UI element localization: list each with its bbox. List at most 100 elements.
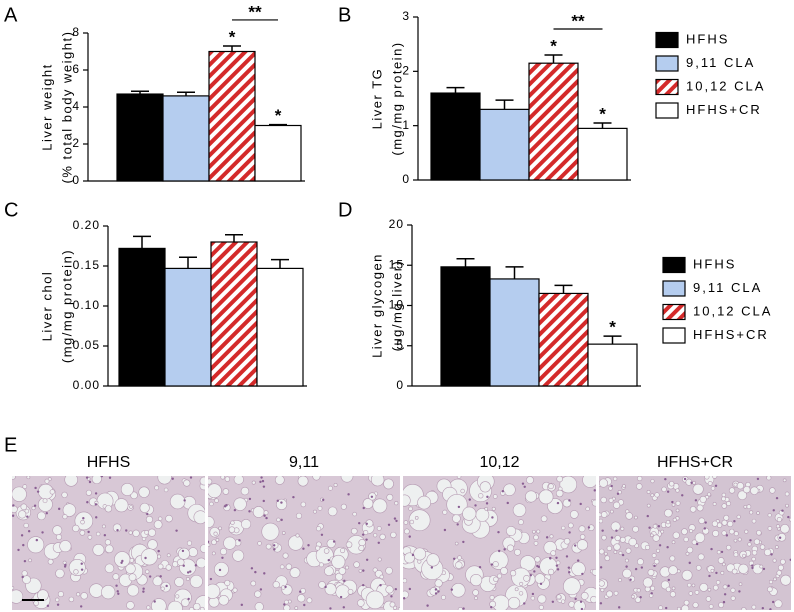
error-bar <box>505 266 524 279</box>
bar <box>430 92 481 181</box>
vacuole <box>166 553 171 558</box>
nucleus <box>276 499 280 502</box>
y-tick-label: 0.20 <box>73 218 100 232</box>
nucleus <box>223 505 227 508</box>
nucleus <box>22 543 25 547</box>
nucleus <box>64 563 67 567</box>
nucleus <box>650 592 653 595</box>
nucleus <box>182 564 185 567</box>
vacuole <box>172 561 179 568</box>
y-tick-label: 2 <box>72 136 80 150</box>
vacuole <box>540 515 548 523</box>
nucleus <box>640 566 644 569</box>
vacuole <box>763 548 772 557</box>
vacuole <box>668 565 678 575</box>
nucleus <box>362 569 365 572</box>
nucleus <box>56 603 60 606</box>
nucleus <box>434 592 438 595</box>
vacuole <box>263 510 269 516</box>
vacuole <box>766 476 772 481</box>
vacuole <box>18 510 27 519</box>
vacuole <box>614 535 621 542</box>
vacuole <box>125 563 136 574</box>
vacuole <box>456 476 462 479</box>
vacuole <box>669 555 676 562</box>
nucleus <box>434 588 438 591</box>
legend-label: HFHS <box>686 31 729 46</box>
bar <box>528 62 579 181</box>
vacuole <box>146 605 151 610</box>
nucleus <box>183 499 186 502</box>
vacuole <box>774 599 783 608</box>
vacuole <box>175 594 180 599</box>
vacuole <box>363 530 369 535</box>
nucleus <box>17 548 20 552</box>
vacuole <box>12 486 27 502</box>
nucleus <box>121 559 124 563</box>
bar <box>162 95 210 182</box>
vacuole <box>708 604 714 609</box>
vacuole <box>193 510 205 525</box>
vacuole <box>707 481 713 486</box>
vacuole <box>295 533 300 538</box>
vacuole <box>751 556 756 562</box>
vacuole <box>283 604 291 610</box>
nucleus <box>365 522 368 525</box>
vacuole <box>530 596 536 601</box>
nucleus <box>581 572 584 576</box>
vacuole <box>722 562 726 567</box>
nucleus <box>762 567 766 571</box>
micrograph <box>599 476 791 610</box>
vacuole <box>712 476 718 479</box>
legend-label: 10,12 CLA <box>686 78 765 93</box>
vacuole <box>358 539 366 547</box>
vacuole <box>497 573 502 579</box>
vacuole <box>556 594 562 600</box>
vacuole <box>696 504 704 512</box>
vacuole <box>379 533 386 541</box>
vacuole <box>446 493 468 516</box>
vacuole <box>715 580 721 585</box>
vacuole <box>622 568 632 579</box>
vacuole <box>751 604 757 610</box>
nucleus <box>593 489 596 492</box>
vacuole <box>506 544 515 552</box>
vacuole <box>514 548 521 556</box>
vacuole <box>550 550 557 557</box>
y-tick-label: 3 <box>402 9 410 23</box>
nucleus <box>171 477 174 480</box>
bar <box>208 50 256 182</box>
vacuole <box>64 476 78 487</box>
vacuole <box>178 547 190 560</box>
y-tick-label: 10 <box>389 298 404 312</box>
nucleus <box>379 584 382 587</box>
vacuole <box>780 524 790 534</box>
vacuole <box>489 550 509 570</box>
vacuole <box>92 544 105 556</box>
vacuole <box>681 604 690 610</box>
nucleus <box>120 561 123 565</box>
nucleus <box>664 477 667 481</box>
nucleus <box>186 571 190 574</box>
vacuole <box>177 558 185 567</box>
vacuole <box>27 536 45 554</box>
bar <box>116 93 164 182</box>
vacuole <box>324 583 337 596</box>
nucleus <box>621 553 625 557</box>
y-tick-label: 20 <box>389 217 404 231</box>
vacuole <box>95 531 101 537</box>
vacuole <box>460 488 465 494</box>
vacuole <box>767 586 773 593</box>
vacuole <box>352 511 357 517</box>
vacuole <box>154 485 160 491</box>
vacuole <box>692 602 699 609</box>
nucleus <box>358 521 361 525</box>
vacuole <box>199 544 205 553</box>
vacuole <box>712 502 717 506</box>
nucleus <box>23 559 27 563</box>
nucleus <box>567 566 571 569</box>
nucleus <box>615 529 618 532</box>
vacuole <box>12 589 24 604</box>
vacuole <box>671 540 676 545</box>
nucleus <box>664 606 668 610</box>
